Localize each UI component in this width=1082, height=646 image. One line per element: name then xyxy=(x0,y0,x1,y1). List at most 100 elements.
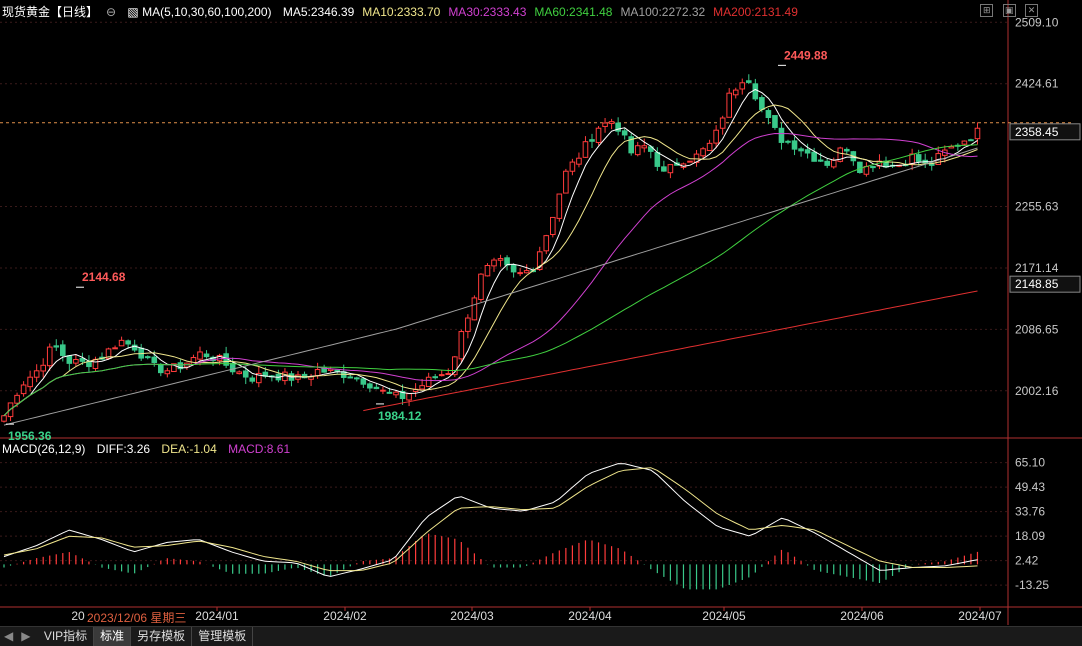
tab-vip[interactable]: VIP指标 xyxy=(38,627,95,646)
tab-scroll-right-icon[interactable]: ▶ xyxy=(21,629,31,643)
macd-diff: DIFF:3.26 xyxy=(96,442,151,456)
candle-body xyxy=(569,161,576,172)
candle-body xyxy=(830,159,837,168)
candle-body xyxy=(347,376,354,379)
macd-name[interactable]: MACD(26,12,9) xyxy=(2,442,86,456)
annotation-label: 2144.68 xyxy=(82,270,126,284)
settings-icon[interactable]: ⊖ xyxy=(106,5,117,19)
candle-body xyxy=(242,370,249,378)
ma-line-100 xyxy=(3,147,978,426)
candle-body xyxy=(863,165,870,175)
candle-body xyxy=(53,345,60,348)
candle-body xyxy=(726,92,733,118)
tab-save-template[interactable]: 另存模板 xyxy=(131,627,193,646)
price-tag-box xyxy=(1009,275,1081,293)
macd-tick-label: 2.42 xyxy=(1015,554,1039,568)
candle-body xyxy=(1,415,7,422)
candle-body xyxy=(661,166,667,172)
candle-body xyxy=(471,297,478,321)
candle-body xyxy=(536,251,543,270)
candle-body xyxy=(334,369,340,372)
candle-body xyxy=(746,80,752,83)
candle-body xyxy=(739,82,746,90)
ma-line-5 xyxy=(3,88,978,417)
macd-legend: MACD(26,12,9) DIFF:3.26 DEA:-1.04 MACD:8… xyxy=(2,442,298,456)
indicator-name[interactable]: ▧ MA(5,10,30,60,100,200) xyxy=(127,5,272,19)
candle-body xyxy=(713,129,719,144)
candle-body xyxy=(171,363,177,373)
macd-tick-label: 33.76 xyxy=(1015,505,1045,519)
window-controls: ⊞ ▣ ✕ xyxy=(974,2,1038,17)
price-tag-box xyxy=(1009,123,1081,141)
close-icon[interactable]: ✕ xyxy=(1025,4,1038,17)
candle-body xyxy=(804,149,811,154)
candle-body xyxy=(438,374,445,377)
time-tick-label: 2024/01 xyxy=(195,609,239,623)
candle-body xyxy=(380,389,386,392)
candle-body xyxy=(654,152,661,167)
tab-scroll-left-icon[interactable]: ◀ xyxy=(4,629,14,643)
candle-body xyxy=(360,378,367,385)
candle-body xyxy=(837,147,844,162)
candle-body xyxy=(608,121,615,124)
candle-body xyxy=(229,362,236,373)
candle-body xyxy=(628,136,635,154)
ma-line-60 xyxy=(3,144,978,417)
candle-body xyxy=(79,357,86,362)
price-tick-label: 2086.65 xyxy=(1015,322,1059,336)
candle-body xyxy=(523,270,530,274)
candle-body xyxy=(641,145,648,149)
restore-icon[interactable]: ▣ xyxy=(1002,4,1016,17)
candle-body xyxy=(504,257,510,266)
candle-body xyxy=(373,386,380,390)
candle-body xyxy=(693,153,700,163)
ma-value-2: MA30:2333.43 xyxy=(448,5,527,19)
maximize-icon[interactable]: ⊞ xyxy=(980,4,994,17)
tab-manage-template[interactable]: 管理模板 xyxy=(192,627,254,646)
candle-body xyxy=(484,264,491,277)
symbol-title[interactable]: 现货黄金【日线】 xyxy=(2,5,99,19)
candle-body xyxy=(118,339,125,347)
candle-body xyxy=(406,393,412,401)
candle-body xyxy=(419,385,425,390)
ma-value-3: MA60:2341.48 xyxy=(534,5,613,19)
candle-body xyxy=(791,140,798,150)
ma-value-5: MA200:2131.49 xyxy=(713,5,798,19)
candle-body xyxy=(177,362,184,370)
candle-body xyxy=(445,373,452,376)
ma-legend: 现货黄金【日线】 ⊖ ▧ MA(5,10,30,60,100,200) MA5:2… xyxy=(2,3,814,20)
candle-body xyxy=(563,170,569,194)
candle-body xyxy=(765,110,772,119)
macd-dea: DEA:-1.04 xyxy=(161,442,217,456)
candle-body xyxy=(73,359,79,364)
annotation-label: 2449.88 xyxy=(784,48,828,62)
candle-body xyxy=(125,340,131,345)
price-tick-label: 2171.14 xyxy=(1015,261,1059,275)
candle-body xyxy=(621,130,628,136)
candle-body xyxy=(667,164,674,174)
candle-body xyxy=(256,372,262,384)
candle-body xyxy=(33,370,40,378)
tab-standard[interactable]: 标准 xyxy=(94,627,132,646)
cursor-date: 2023/12/06 星期三 xyxy=(87,611,187,625)
candle-body xyxy=(60,344,66,356)
candle-body xyxy=(550,216,556,236)
time-tick-label: 2024/04 xyxy=(568,609,612,623)
candle-body xyxy=(354,377,360,380)
candle-body xyxy=(478,273,484,300)
macd-tick-label: 65.10 xyxy=(1015,456,1045,470)
time-tick-label: 2024/05 xyxy=(702,609,746,623)
candle-body xyxy=(197,351,203,360)
candle-body xyxy=(752,83,759,100)
candle-body xyxy=(314,369,321,377)
macd-tick-label: 18.09 xyxy=(1015,529,1045,543)
candle-body xyxy=(367,383,373,389)
annotation-label: 1956.36 xyxy=(8,429,52,443)
candle-body xyxy=(870,165,876,169)
candle-body xyxy=(164,370,171,375)
candle-body xyxy=(968,139,974,142)
price-tick-label: 2358.45 xyxy=(1015,125,1059,139)
candle-body xyxy=(151,356,158,364)
candle-body xyxy=(14,394,20,404)
